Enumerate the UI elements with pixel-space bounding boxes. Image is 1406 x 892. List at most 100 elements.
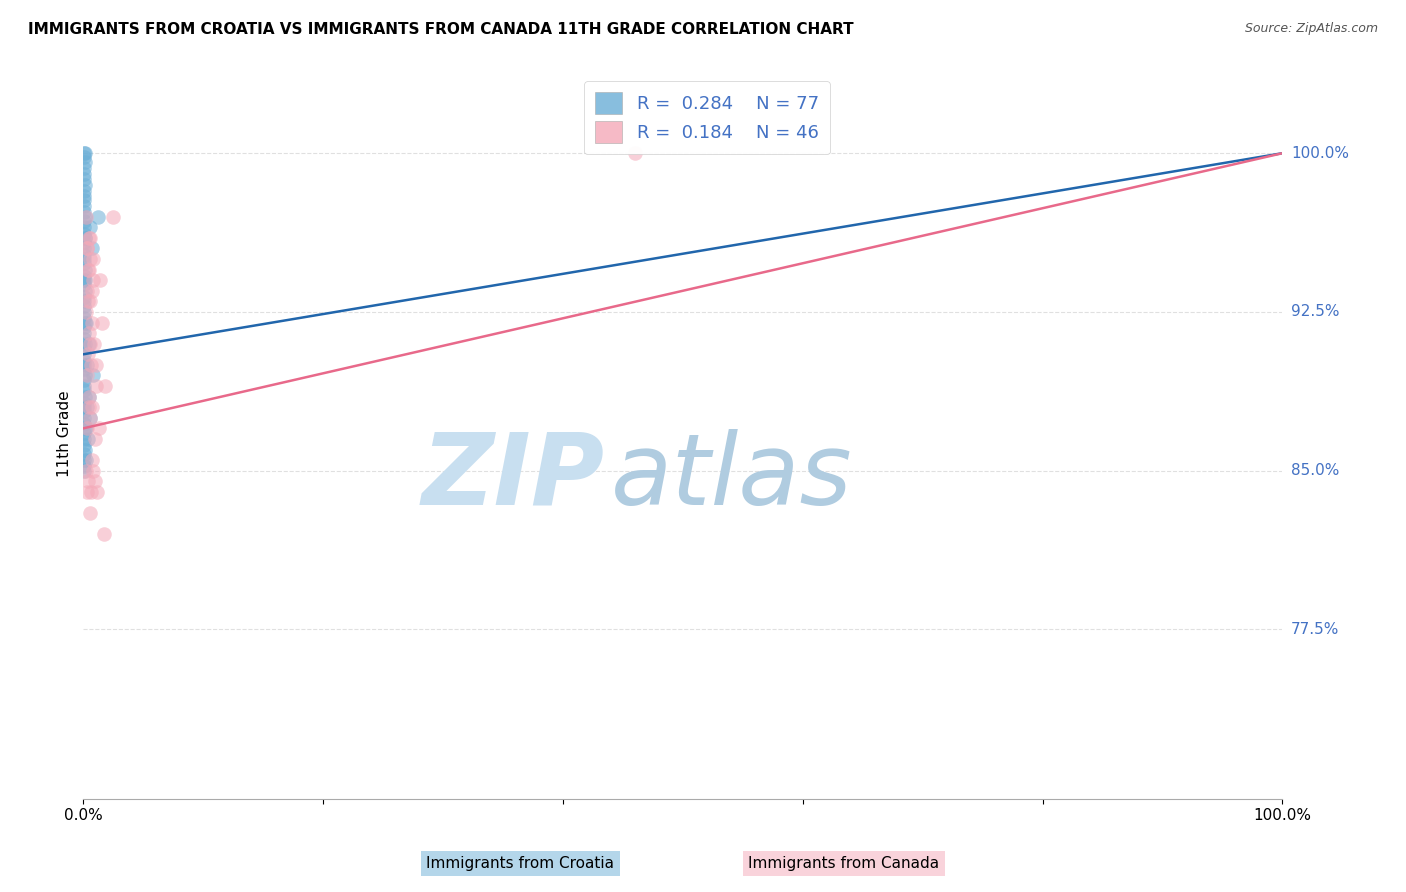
Point: [79, 336, 101, 351]
Point: [83, 475, 105, 489]
Point: [75, 453, 97, 467]
Point: [86, 379, 108, 393]
Point: [73, 390, 96, 404]
Point: [73, 336, 96, 351]
Point: [82, 464, 104, 478]
Point: [73, 410, 96, 425]
Point: [73, 362, 96, 376]
Point: [75, 464, 97, 478]
Point: [77, 347, 100, 361]
Point: [73, 290, 96, 304]
Text: 92.5%: 92.5%: [1291, 304, 1340, 319]
Point: [73, 464, 96, 478]
Point: [73, 188, 96, 202]
Point: [80, 284, 103, 298]
Point: [79, 231, 101, 245]
Point: [75, 154, 97, 169]
Point: [75, 231, 97, 245]
Point: [73, 284, 96, 298]
Point: [77, 262, 100, 277]
Point: [73, 383, 96, 397]
Point: [73, 248, 96, 262]
Point: [76, 242, 98, 256]
Point: [76, 484, 98, 499]
Point: [87, 421, 110, 435]
Point: [73, 242, 96, 256]
Point: [80, 358, 103, 372]
Point: [94, 379, 117, 393]
Point: [77, 432, 100, 446]
Point: [73, 347, 96, 361]
Point: [82, 453, 104, 467]
Point: [75, 421, 97, 435]
Point: [73, 438, 96, 452]
Point: [73, 150, 96, 164]
Point: [82, 368, 104, 383]
Point: [73, 333, 96, 347]
Point: [73, 326, 96, 340]
Point: [77, 231, 100, 245]
Text: atlas: atlas: [612, 429, 852, 526]
Point: [73, 184, 96, 198]
Point: [79, 410, 101, 425]
Point: [73, 432, 96, 446]
Text: 100.0%: 100.0%: [1291, 145, 1348, 161]
Y-axis label: 11th Grade: 11th Grade: [58, 391, 72, 477]
Point: [79, 410, 101, 425]
Text: Source: ZipAtlas.com: Source: ZipAtlas.com: [1244, 22, 1378, 36]
Point: [77, 294, 100, 309]
Point: [76, 368, 98, 383]
Point: [75, 305, 97, 319]
Text: 85.0%: 85.0%: [1291, 463, 1339, 478]
Point: [82, 252, 104, 266]
Point: [75, 316, 97, 330]
Point: [89, 273, 111, 287]
Point: [79, 336, 101, 351]
Point: [73, 379, 96, 393]
Point: [73, 252, 96, 266]
Point: [82, 400, 104, 414]
Point: [73, 311, 96, 326]
Point: [73, 396, 96, 410]
Text: IMMIGRANTS FROM CROATIA VS IMMIGRANTS FROM CANADA 11TH GRADE CORRELATION CHART: IMMIGRANTS FROM CROATIA VS IMMIGRANTS FR…: [28, 22, 853, 37]
Point: [79, 326, 101, 340]
Point: [73, 227, 96, 241]
Point: [73, 459, 96, 474]
Point: [73, 220, 96, 235]
Point: [76, 421, 98, 435]
Point: [79, 262, 101, 277]
Point: [76, 358, 98, 372]
Point: [73, 161, 96, 175]
Point: [103, 210, 125, 224]
Point: [77, 390, 100, 404]
Point: [77, 390, 100, 404]
Point: [79, 220, 101, 235]
Point: [73, 256, 96, 270]
Point: [73, 453, 96, 467]
Point: [77, 475, 100, 489]
Point: [73, 193, 96, 207]
Text: Immigrants from Croatia: Immigrants from Croatia: [426, 856, 614, 871]
Point: [79, 506, 101, 520]
Point: [73, 417, 96, 431]
Point: [73, 171, 96, 186]
Point: [73, 231, 96, 245]
Point: [83, 336, 105, 351]
Point: [73, 178, 96, 192]
Point: [91, 316, 114, 330]
Point: [79, 252, 101, 266]
Point: [80, 316, 103, 330]
Point: [73, 235, 96, 249]
Point: [76, 284, 98, 298]
Point: [73, 167, 96, 181]
Point: [73, 299, 96, 313]
Point: [73, 421, 96, 435]
Point: [73, 146, 96, 161]
Point: [73, 214, 96, 228]
Point: [73, 146, 96, 161]
Point: [75, 273, 97, 287]
Point: [73, 268, 96, 283]
Point: [624, 146, 647, 161]
Point: [76, 400, 98, 414]
Point: [73, 199, 96, 213]
